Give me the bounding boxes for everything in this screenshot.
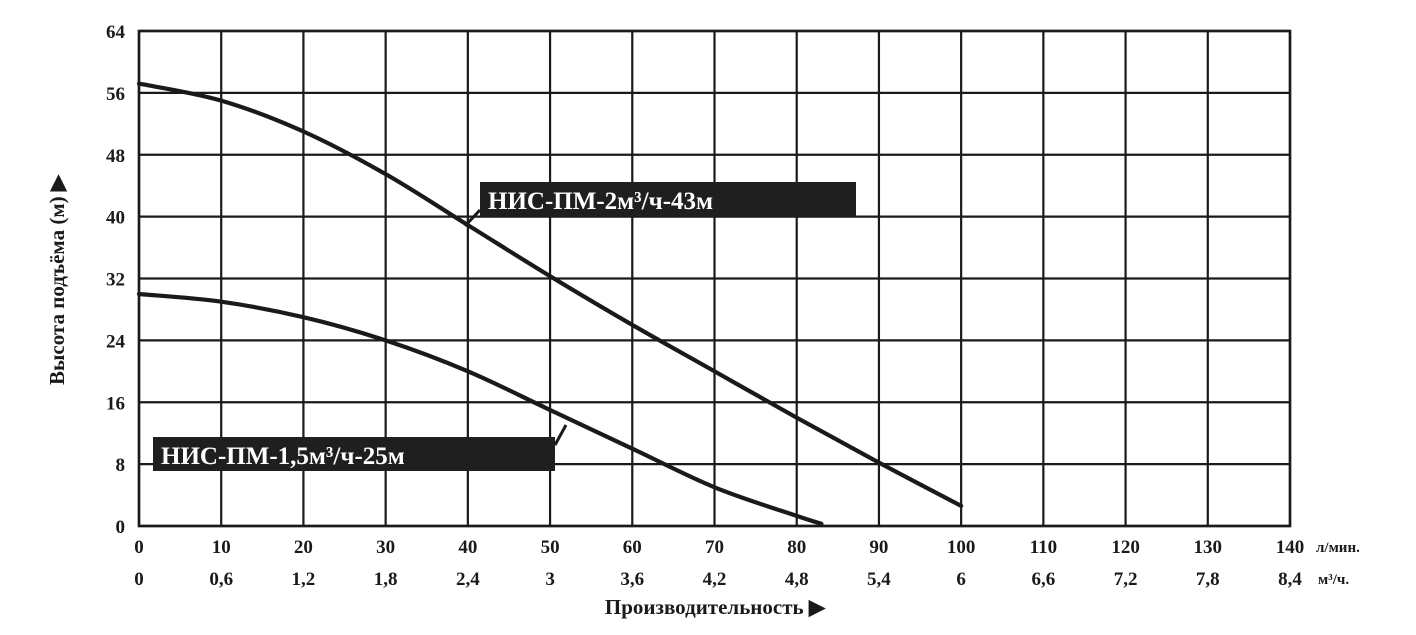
x-tick-label-secondary: 5,4 [867,569,891,590]
x-tick-label-secondary: 6,6 [1031,569,1055,590]
series-line-1 [136,81,964,508]
y-tick-label: 64 [106,22,126,43]
x-tick-label-secondary: 1,2 [292,569,316,590]
x-tick-label: 140 [1276,537,1305,558]
x-tick-label: 120 [1111,537,1140,558]
y-tick-label: 0 [116,517,126,538]
x-tick-label-secondary: 6 [956,569,966,590]
x-tick-label: 60 [623,537,642,558]
plot-frame [137,29,1292,528]
x-tick-label: 50 [541,537,560,558]
x-tick-label: 20 [294,537,313,558]
y-tick-label: 56 [106,84,125,105]
x-tick-labels-primary: 0 10 20 30 40 50 60 70 80 90 100 110 120 130 140 [134,537,1304,558]
series-callouts: НИС-ПМ-2м³/ч-43м НИС-ПМ-1,5м³/ч-25м [153,182,856,471]
y-tick-label: 48 [106,146,125,167]
x-tick-label: 90 [869,537,888,558]
y-tick-labels: 0 8 16 24 32 40 48 56 64 [106,22,126,538]
y-tick-label: 16 [106,393,125,414]
x-tick-label-secondary: 3 [545,569,555,590]
x-tick-label: 110 [1030,537,1057,558]
x-tick-label-secondary: 0,6 [209,569,233,590]
x-unit-secondary: м³/ч. [1318,572,1349,588]
y-tick-label: 40 [106,208,125,229]
x-tick-label-secondary: 4,8 [785,569,809,590]
callout-leader-1 [463,208,482,228]
x-tick-labels-secondary: 0 0,6 1,2 1,8 2,4 3 3,6 4,2 4,8 5,4 6 6,6 7,2 7,8 8,4 [134,569,1302,590]
x-tick-label: 130 [1194,537,1223,558]
x-tick-label: 70 [705,537,724,558]
x-tick-label-secondary: 7,8 [1196,569,1220,590]
callout-label-2: НИС-ПМ-1,5м³/ч-25м [161,443,405,470]
callout-box-1 [480,182,856,216]
x-tick-label: 30 [376,537,395,558]
x-tick-label-secondary: 3,6 [620,569,644,590]
y-tick-label: 8 [116,455,126,476]
x-tick-label-secondary: 4,2 [703,569,727,590]
x-tick-label-secondary: 8,4 [1278,569,1302,590]
callout-leader-2 [553,424,568,446]
x-tick-label: 40 [458,537,477,558]
x-tick-label-secondary: 1,8 [374,569,398,590]
x-tick-label-secondary: 0 [134,569,144,590]
x-tick-label-secondary: 2,4 [456,569,480,590]
x-unit-primary: л/мин. [1316,540,1360,556]
grid-lines [137,29,1292,528]
callout-box-2 [153,437,555,471]
series-lines [136,81,964,526]
callout-label-1: НИС-ПМ-2м³/ч-43м [488,188,713,215]
x-axis-title: Производительность ▶ [605,595,826,619]
x-tick-label: 100 [947,537,976,558]
y-tick-label: 24 [106,331,126,352]
x-tick-label-secondary: 7,2 [1114,569,1138,590]
y-tick-label: 32 [106,270,125,291]
x-tick-label: 80 [787,537,806,558]
series-line-2 [136,291,824,526]
x-tick-label: 10 [212,537,231,558]
y-axis-title: Высота подъёма (м) ▶ [45,174,69,385]
x-tick-label: 0 [134,537,144,558]
